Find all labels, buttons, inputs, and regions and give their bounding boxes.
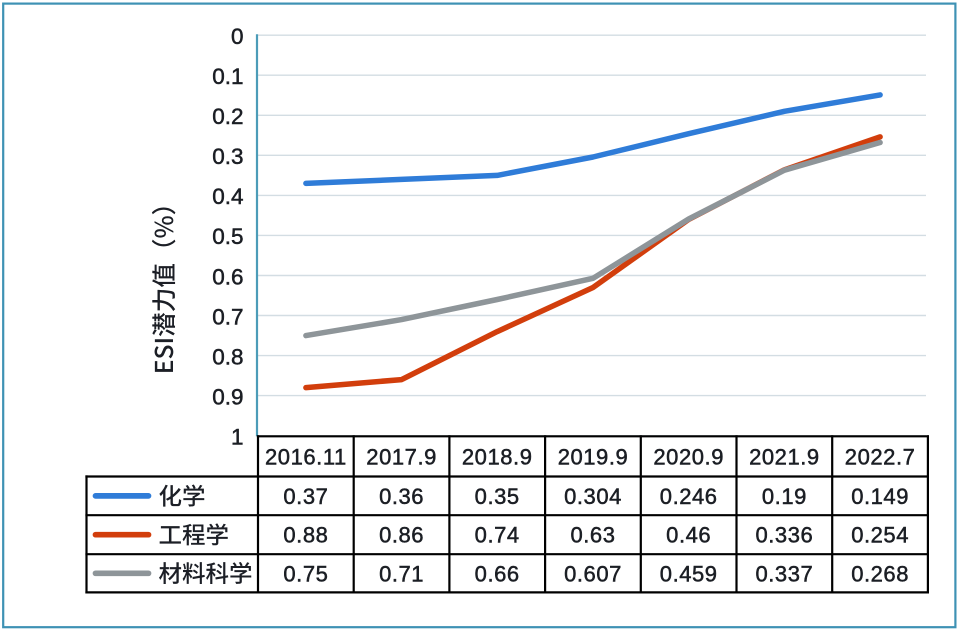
svg-text:2022.7: 2022.7 [845, 444, 916, 469]
svg-text:0.46: 0.46 [666, 523, 711, 548]
svg-text:0.6: 0.6 [212, 264, 243, 289]
svg-text:2016.11: 2016.11 [265, 444, 347, 469]
svg-text:0.9: 0.9 [212, 384, 243, 409]
svg-text:0.1: 0.1 [212, 64, 243, 89]
svg-text:0.246: 0.246 [660, 484, 718, 509]
svg-text:0.3: 0.3 [212, 144, 243, 169]
svg-text:0.268: 0.268 [851, 561, 909, 586]
svg-text:0.63: 0.63 [570, 523, 615, 548]
svg-text:0.35: 0.35 [475, 484, 520, 509]
svg-text:0.149: 0.149 [851, 484, 909, 509]
svg-text:0.336: 0.336 [755, 523, 813, 548]
svg-text:0: 0 [231, 24, 244, 49]
svg-text:0.5: 0.5 [212, 224, 243, 249]
svg-text:0.37: 0.37 [283, 484, 328, 509]
svg-text:0.75: 0.75 [283, 561, 328, 586]
svg-text:1: 1 [231, 425, 244, 450]
svg-text:0.8: 0.8 [212, 344, 243, 369]
svg-text:0.337: 0.337 [755, 561, 813, 586]
svg-text:2019.9: 2019.9 [558, 444, 629, 469]
svg-text:0.66: 0.66 [475, 561, 520, 586]
svg-text:0.304: 0.304 [564, 484, 622, 509]
svg-text:0.86: 0.86 [379, 523, 424, 548]
svg-text:0.459: 0.459 [660, 561, 718, 586]
svg-text:0.254: 0.254 [851, 523, 909, 548]
svg-text:0.74: 0.74 [475, 523, 520, 548]
svg-text:2020.9: 2020.9 [653, 444, 724, 469]
svg-text:0.71: 0.71 [379, 561, 424, 586]
svg-text:0.36: 0.36 [379, 484, 424, 509]
svg-text:2017.9: 2017.9 [366, 444, 437, 469]
svg-text:0.7: 0.7 [212, 304, 243, 329]
svg-text:0.4: 0.4 [212, 184, 243, 209]
svg-text:0.19: 0.19 [762, 484, 807, 509]
svg-text:2018.9: 2018.9 [462, 444, 533, 469]
svg-text:0.88: 0.88 [283, 523, 328, 548]
svg-text:0.607: 0.607 [564, 561, 622, 586]
svg-text:2021.9: 2021.9 [749, 444, 820, 469]
svg-text:0.2: 0.2 [212, 104, 243, 129]
